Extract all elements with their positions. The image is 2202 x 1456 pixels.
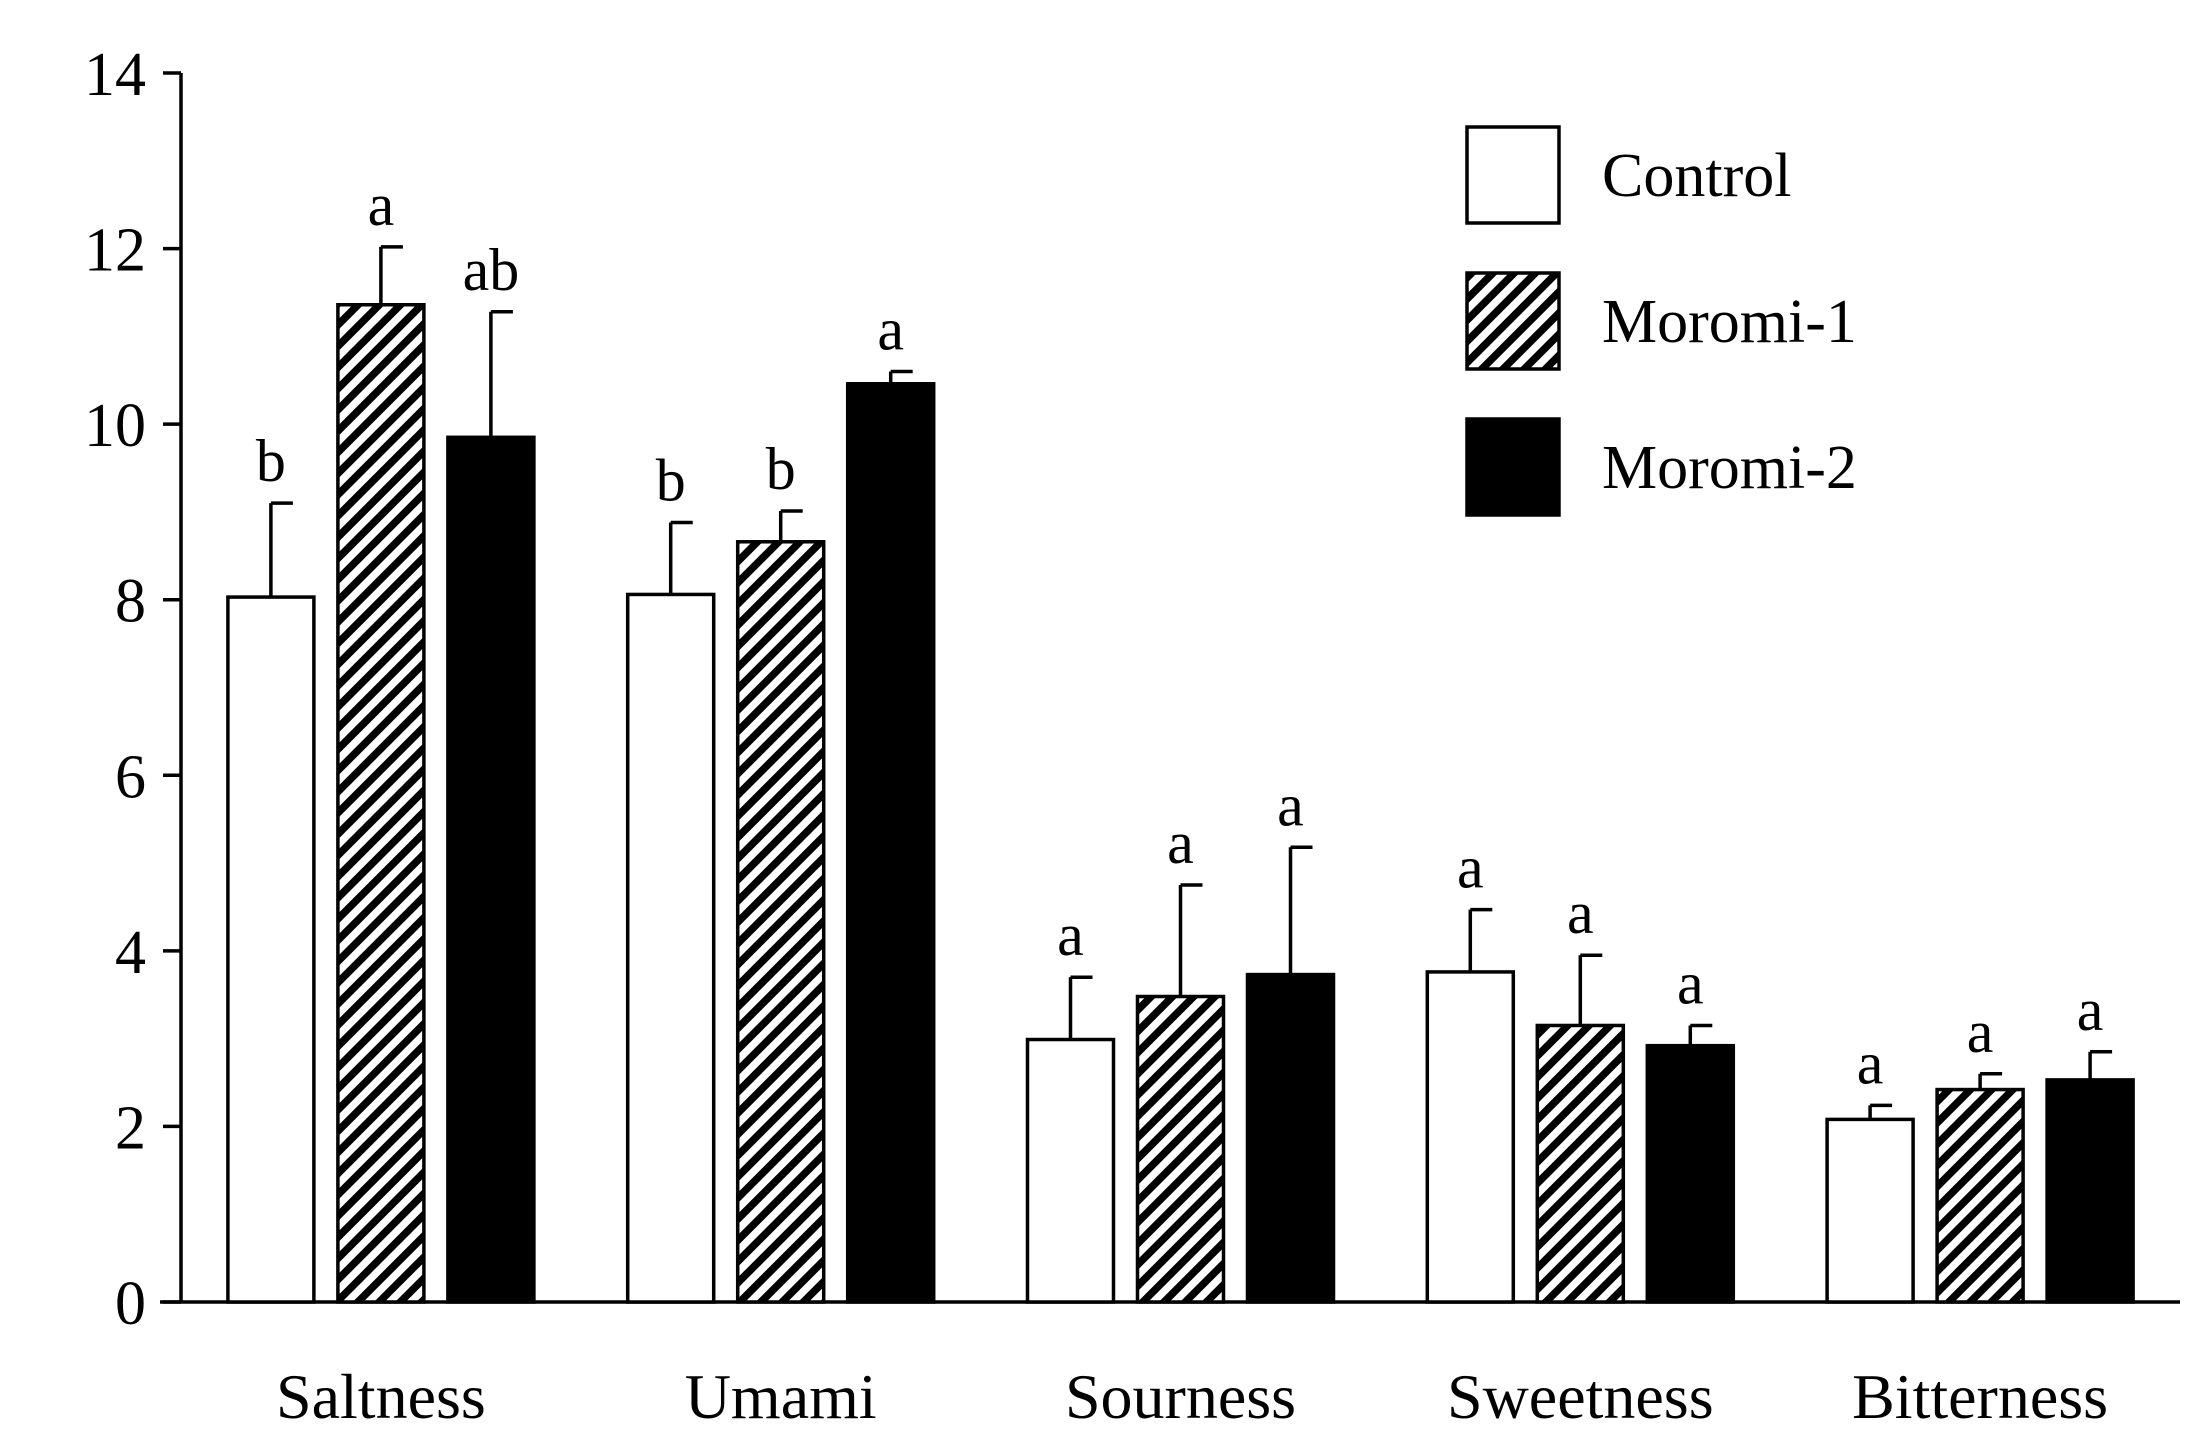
bar-control-saltness bbox=[226, 595, 316, 1304]
bar-moromi-2-umami bbox=[845, 382, 936, 1304]
legend-label: Control bbox=[1602, 142, 1791, 210]
significance-label: a bbox=[368, 172, 395, 238]
legend-label: Moromi-1 bbox=[1602, 288, 1857, 356]
bar-control-bitterness bbox=[1825, 1117, 1915, 1304]
legend-label: Moromi-2 bbox=[1602, 434, 1857, 502]
significance-label: ab bbox=[463, 237, 520, 303]
significance-label: a bbox=[1167, 810, 1194, 876]
legend-swatch-moromi-2 bbox=[1465, 417, 1561, 517]
significance-label: a bbox=[1967, 999, 1994, 1065]
bar-moromi-1-bitterness bbox=[1935, 1087, 2025, 1304]
y-tick-label: 12 bbox=[84, 217, 146, 285]
category-label: Bitterness bbox=[1852, 1361, 2108, 1432]
bar-moromi-1-sweetness bbox=[1535, 1023, 1626, 1304]
significance-label: b bbox=[256, 428, 286, 494]
bar-moromi-1-saltness bbox=[336, 303, 426, 1304]
y-tick-label: 0 bbox=[115, 1270, 146, 1338]
category-label: Sweetness bbox=[1447, 1361, 1714, 1432]
significance-label: a bbox=[1457, 835, 1484, 901]
bar-moromi-2-sweetness bbox=[1645, 1043, 1736, 1304]
category-label: Saltness bbox=[276, 1361, 486, 1432]
y-tick-label: 10 bbox=[84, 392, 146, 460]
significance-label: a bbox=[877, 296, 904, 362]
significance-label: a bbox=[1277, 772, 1304, 838]
bar-moromi-1-umami bbox=[735, 540, 826, 1304]
bar-moromi-2-sourness bbox=[1245, 972, 1336, 1304]
bar-control-sweetness bbox=[1425, 970, 1516, 1304]
y-tick-label: 2 bbox=[115, 1094, 146, 1162]
legend-swatch-moromi-1 bbox=[1465, 271, 1561, 371]
y-tick-label: 14 bbox=[84, 41, 146, 109]
category-label: Sourness bbox=[1065, 1361, 1296, 1432]
significance-label: a bbox=[1857, 1030, 1884, 1096]
significance-label: b bbox=[766, 436, 796, 502]
y-tick-label: 4 bbox=[115, 919, 146, 987]
significance-label: a bbox=[2077, 977, 2104, 1043]
bar-moromi-1-sourness bbox=[1135, 994, 1226, 1304]
bar-moromi-2-bitterness bbox=[2045, 1078, 2135, 1304]
y-tick-label: 8 bbox=[115, 568, 146, 636]
y-tick-label: 6 bbox=[115, 743, 146, 811]
significance-label: a bbox=[1567, 880, 1594, 946]
bar-moromi-2-saltness bbox=[446, 435, 536, 1304]
bar-control-sourness bbox=[1025, 1037, 1116, 1304]
axes: 0 2 4 6 8 10 12 14 Saltness Umami Sourness Sweetnes… bbox=[84, 41, 2180, 1432]
significance-label: b bbox=[656, 447, 686, 513]
legend: Control Moromi-1 Moromi-2 bbox=[1465, 125, 1857, 517]
bars: b a ab b b a a a a a a a a a a bbox=[226, 172, 2135, 1304]
significance-label: a bbox=[1677, 950, 1704, 1016]
legend-swatch-control bbox=[1465, 125, 1561, 225]
bar-control-umami bbox=[625, 592, 716, 1304]
significance-label: a bbox=[1057, 902, 1084, 968]
category-label: Umami bbox=[685, 1361, 877, 1432]
